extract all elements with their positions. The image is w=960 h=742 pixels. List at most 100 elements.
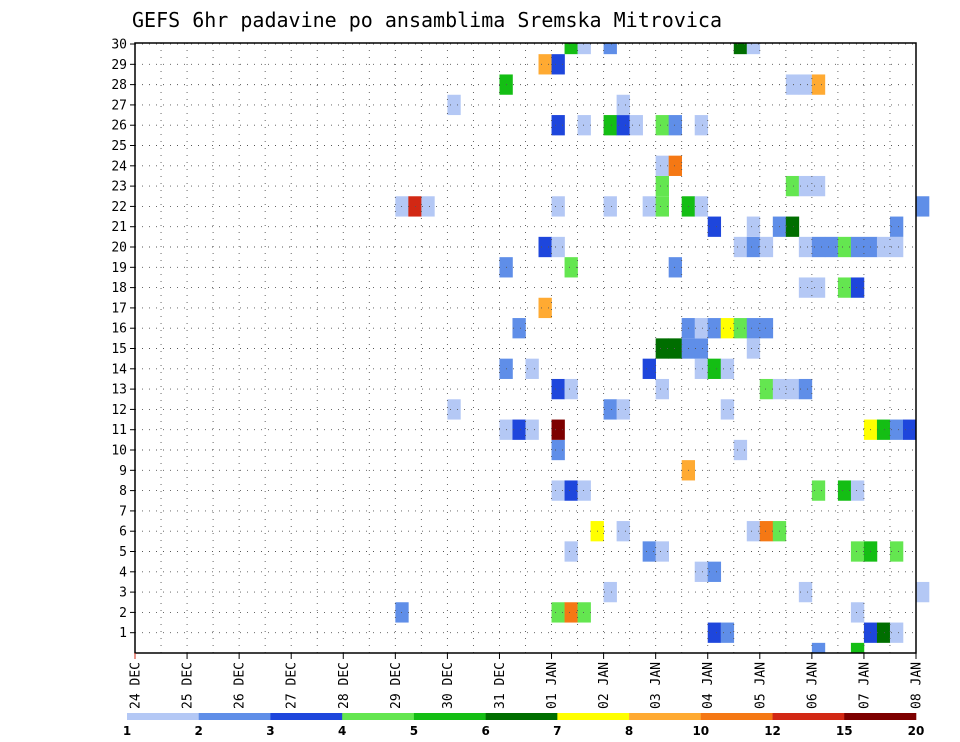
y-tick-label: 15 <box>111 342 127 357</box>
heatmap-cell <box>876 622 891 643</box>
heatmap-cell <box>746 318 761 339</box>
colorbar-label: 4 <box>338 724 346 738</box>
heatmap-cell <box>850 642 865 653</box>
x-tick-label: 31 DEC <box>493 662 508 709</box>
heatmap-cell <box>746 216 761 237</box>
heatmap-cell <box>707 561 722 582</box>
heatmap-cell <box>551 115 565 136</box>
heatmap-cell <box>707 216 722 237</box>
heatmap-cell <box>564 541 578 562</box>
heatmap-cell <box>876 236 891 258</box>
colorbar-label: 3 <box>266 724 274 738</box>
y-tick-label: 10 <box>111 444 127 459</box>
y-tick-label: 22 <box>111 200 127 215</box>
heatmap-cell <box>720 318 735 339</box>
x-tick-label: 30 DEC <box>441 662 456 709</box>
x-tick-label: 03 JAN <box>649 662 664 709</box>
colorbar: 1 2 3 4 5 6 7 8 10 12 15 20 <box>123 713 924 738</box>
heatmap-cell <box>512 419 526 440</box>
y-tick-label: 13 <box>111 383 127 398</box>
heatmap-cell <box>889 541 904 562</box>
heatmap-cell <box>642 196 656 217</box>
y-tick-label: 21 <box>111 220 127 235</box>
heatmap-cell <box>616 115 630 136</box>
y-tick-label: 9 <box>119 464 127 479</box>
x-tick-label: 04 JAN <box>701 662 716 709</box>
colorbar-swatch <box>700 713 773 720</box>
heatmap-cell <box>811 277 826 298</box>
colorbar-swatch <box>557 713 630 720</box>
colorbar-swatch <box>198 713 271 720</box>
heatmap-cell <box>798 277 813 298</box>
colorbar-label: 1 <box>123 724 131 738</box>
heatmap-cell <box>603 43 617 55</box>
heatmap-cell <box>564 602 578 623</box>
x-tick-label: 07 JAN <box>857 662 872 709</box>
heatmap-cell <box>525 358 539 379</box>
colorbar-label: 15 <box>836 724 853 738</box>
heatmap-cell <box>889 216 904 237</box>
heatmap-cell <box>603 581 617 603</box>
heatmap-cell <box>694 561 709 582</box>
x-tick-label: 05 JAN <box>753 662 768 709</box>
heatmap-cell <box>694 196 709 217</box>
y-axis: 1234567891011121314151617181920212223242… <box>111 38 135 641</box>
colorbar-label: 2 <box>195 724 203 738</box>
heatmap-cell <box>798 581 813 603</box>
heatmap-cell <box>577 43 591 55</box>
y-tick-label: 11 <box>111 423 127 438</box>
colorbar-swatch <box>127 713 200 720</box>
heatmap-cell <box>551 419 565 440</box>
heatmap-cell <box>850 541 865 562</box>
heatmap-cell <box>525 419 539 440</box>
heatmap-cell <box>668 155 682 176</box>
y-tick-label: 14 <box>111 362 127 377</box>
heatmap-cell <box>694 338 709 359</box>
heatmap-cell <box>720 358 735 379</box>
heatmap-cell <box>733 439 748 461</box>
y-tick-label: 1 <box>119 626 127 641</box>
heatmap-cell <box>551 378 565 400</box>
y-tick-label: 4 <box>119 565 127 580</box>
heatmap-cell <box>668 338 682 359</box>
heatmap-cell <box>694 115 709 136</box>
heatmap-cell <box>577 602 591 623</box>
heatmap-cell <box>811 642 826 653</box>
heatmap-cell <box>564 480 578 501</box>
heatmap-cell <box>837 236 852 258</box>
heatmap-cell <box>551 54 565 75</box>
heatmap-cell <box>733 318 748 339</box>
heatmap-cell <box>876 419 891 440</box>
x-tick-label: 24 DEC <box>129 662 144 709</box>
plot-frame <box>134 42 917 654</box>
colorbar-swatch <box>485 713 558 720</box>
chart-title: GEFS 6hr padavine po ansamblima Sremska … <box>132 8 722 32</box>
heatmap-cell <box>850 236 865 258</box>
heatmap-cell <box>707 622 722 643</box>
heatmap-cell <box>707 358 722 379</box>
heatmap-cell <box>564 43 578 55</box>
heatmap-cell <box>603 196 617 217</box>
heatmap-cell <box>902 419 917 440</box>
y-tick-label: 7 <box>119 504 127 519</box>
heatmap-cell <box>798 175 813 197</box>
heatmap-cell <box>798 74 813 95</box>
heatmap-cell <box>538 236 552 258</box>
heatmap-cell <box>655 115 669 136</box>
heatmap-cell <box>564 378 578 400</box>
heatmap-cell <box>746 521 761 542</box>
colorbar-swatch <box>413 713 486 720</box>
heatmap-cell <box>655 541 669 562</box>
heatmap-cell <box>811 175 826 197</box>
heatmap-cell <box>447 94 461 116</box>
y-tick-label: 18 <box>111 281 127 296</box>
heatmap-cell <box>421 196 435 217</box>
y-tick-label: 12 <box>111 403 127 418</box>
y-tick-label: 20 <box>111 241 127 256</box>
heatmap-cell <box>655 196 669 217</box>
colorbar-label: 6 <box>481 724 489 738</box>
heatmap-cell <box>837 277 852 298</box>
colorbar-label: 10 <box>692 724 709 738</box>
colorbar-swatch <box>629 713 702 720</box>
x-tick-label: 06 JAN <box>805 662 820 709</box>
